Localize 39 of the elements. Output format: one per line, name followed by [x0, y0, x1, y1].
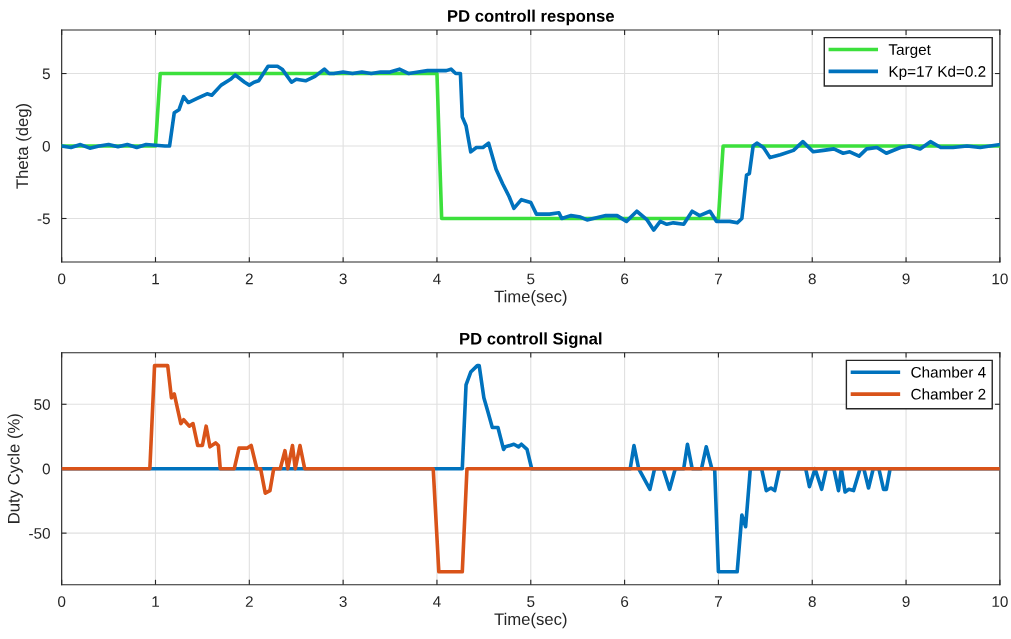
y-tick-label: 50 [34, 399, 50, 410]
legend-label: Chamber 4 [911, 366, 986, 378]
x-tick-label: 4 [433, 596, 441, 607]
x-axis-title: Time(sec) [494, 290, 567, 306]
chart-title: PD controll response [448, 9, 615, 26]
x-tick-label: 1 [152, 273, 159, 285]
x-tick-label: 10 [992, 596, 1008, 608]
x-tick-label: 8 [808, 596, 816, 608]
y-tick-label: 0 [42, 463, 50, 475]
x-axis-title: Time(sec) [494, 612, 567, 629]
x-tick-label: 2 [245, 596, 253, 607]
y-axis-title: Duty Cycle (%) [7, 414, 23, 523]
x-tick-label: 9 [902, 596, 910, 608]
x-tick-label: 6 [621, 596, 629, 608]
y-axis-title: Theta (deg) [15, 103, 32, 189]
x-tick-label: 7 [714, 596, 722, 607]
x-tick-label: 8 [808, 273, 816, 285]
y-tick-label: -5 [37, 213, 50, 225]
x-tick-label: 0 [58, 273, 66, 285]
x-tick-label: 0 [58, 596, 66, 608]
line-series [61, 363, 1000, 574]
chart-title: PD controll Signal [460, 332, 602, 348]
y-tick-label: 5 [42, 68, 50, 80]
y-tick-label: 0 [42, 140, 50, 152]
x-tick-label: 9 [902, 273, 910, 285]
legend-label: Target [888, 44, 931, 59]
x-tick-label: 1 [152, 596, 159, 607]
x-tick-label: 7 [714, 273, 722, 285]
y-tick-label: -50 [29, 528, 50, 539]
x-tick-label: 4 [433, 273, 441, 285]
legend-label: Kp=17 Kd=0.2 [889, 65, 986, 80]
x-tick-label: 6 [621, 273, 629, 285]
x-tick-label: 3 [339, 273, 347, 285]
x-tick-label: 2 [245, 273, 253, 285]
x-tick-label: 5 [527, 273, 535, 285]
x-tick-label: 10 [992, 273, 1008, 285]
x-tick-label: 3 [339, 596, 347, 608]
legend-label: Chamber 2 [911, 388, 986, 400]
x-tick-label: 5 [527, 596, 535, 608]
